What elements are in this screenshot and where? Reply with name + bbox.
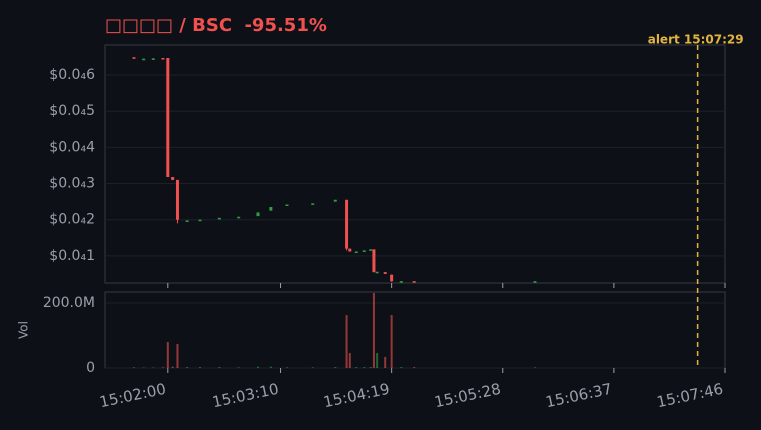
candle-body	[142, 58, 146, 61]
volume-bar	[132, 367, 135, 368]
candle-body	[311, 203, 315, 205]
candle-body	[161, 58, 165, 60]
candle-body	[256, 212, 260, 217]
y-tick-label: $0.0₄3	[49, 176, 95, 192]
candle-body	[390, 274, 394, 282]
pair: □□□□ / BSC	[105, 15, 232, 36]
candle-body	[217, 217, 221, 220]
candle-body	[285, 204, 289, 207]
candle-body	[533, 281, 537, 283]
candle-body	[132, 57, 136, 59]
y-tick-label: $0.0₄1	[49, 248, 95, 264]
candle-body	[399, 281, 403, 283]
candle-body	[237, 216, 241, 219]
volume-bar	[176, 343, 179, 368]
candle-body	[151, 58, 155, 60]
volume-bar	[311, 367, 314, 368]
volume-bar	[372, 292, 375, 368]
candle-body	[369, 249, 373, 251]
volume-tick-label: 0	[86, 360, 95, 376]
candle-body	[175, 179, 179, 220]
volume-bar	[384, 356, 387, 368]
y-tick-label: $0.0₄6	[49, 67, 95, 83]
candle-body	[348, 248, 352, 252]
volume-label: Vol	[17, 321, 31, 339]
candle-body	[198, 219, 202, 222]
chart-title: □□□□ / BSC -95.51%	[105, 15, 327, 36]
volume-tick-label: 200.0M	[43, 295, 95, 311]
volume-bar	[166, 342, 169, 368]
price-panel	[104, 44, 726, 284]
volume-bar	[334, 367, 337, 368]
volume-bar	[355, 367, 358, 368]
volume-bar	[345, 315, 348, 368]
volume-bar	[269, 366, 272, 368]
y-tick-label: $0.0₄4	[49, 139, 95, 155]
volume-bar	[199, 367, 202, 368]
candle-body	[269, 207, 273, 211]
candle-body	[171, 177, 175, 180]
volume-bar	[237, 367, 240, 368]
candle-body	[345, 199, 349, 249]
candle-body	[354, 251, 358, 254]
candle-body	[185, 220, 189, 222]
candle-body	[383, 272, 387, 274]
candle-body	[362, 250, 366, 252]
volume-bar	[533, 367, 536, 368]
volume-bar	[171, 366, 174, 368]
y-tick-label: $0.0₄5	[49, 103, 95, 119]
volume-bar	[218, 367, 221, 368]
volume-bar	[161, 367, 164, 368]
volume-bar	[256, 366, 259, 368]
volume-bar	[376, 353, 379, 368]
candle-body	[333, 199, 337, 202]
volume-bar	[369, 367, 372, 368]
alert-label: alert 15:07:29	[648, 33, 744, 47]
volume-bar	[400, 367, 403, 368]
y-tick-label: $0.0₄2	[49, 212, 95, 228]
volume-bar	[348, 353, 351, 368]
candle-body	[372, 249, 376, 273]
volume-bar	[363, 367, 366, 368]
volume-bar	[390, 315, 393, 368]
candle-body	[412, 281, 416, 283]
volume-bar	[186, 367, 189, 368]
volume-bar	[413, 367, 416, 368]
volume-bar	[285, 367, 288, 368]
change: -95.51%	[244, 15, 326, 36]
candle-body	[375, 271, 379, 274]
candle-body	[166, 58, 170, 178]
